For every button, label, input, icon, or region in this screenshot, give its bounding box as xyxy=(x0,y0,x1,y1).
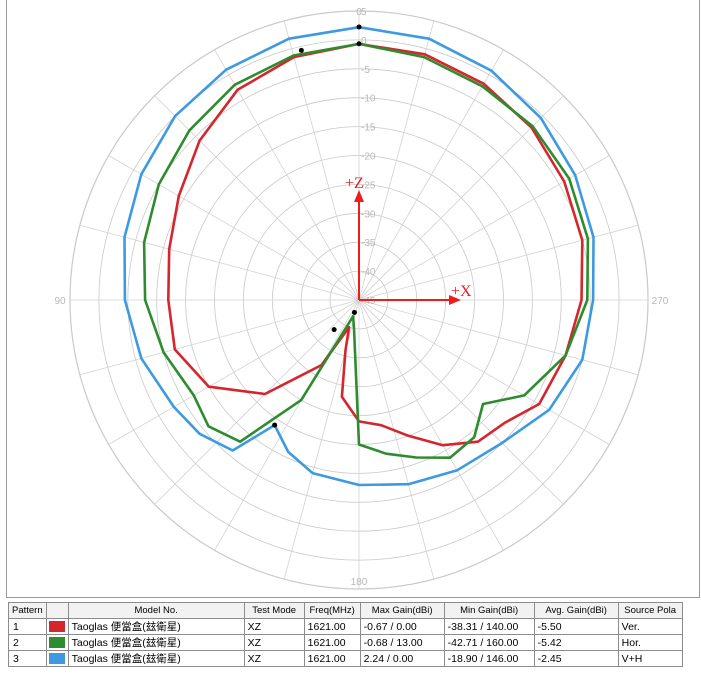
max-gain-marker-2 xyxy=(298,47,304,53)
grid-spoke xyxy=(108,299,360,445)
color-swatch xyxy=(48,637,65,649)
z-axis-label: +Z xyxy=(345,175,364,192)
color-swatch xyxy=(48,621,65,633)
max-gain-marker-1 xyxy=(356,41,362,47)
table-row: 1 Taoglas 便當盒(玆衛星) XZ 1621.00 -0.67 / 0.00 -3… xyxy=(8,618,683,635)
radial-tick-label: -45 xyxy=(361,296,376,307)
z-axis-arrowhead xyxy=(354,190,364,202)
radial-tick-label: -15 xyxy=(361,123,376,134)
series-curve-2 xyxy=(142,42,590,459)
column-header: Source Pola xyxy=(617,602,683,619)
grid-spoke xyxy=(358,299,639,376)
color-swatch-cell xyxy=(45,618,69,635)
avg-gain-cell: -2.45 xyxy=(533,650,619,667)
max-gain-cell: -0.68 / 13.00 xyxy=(359,634,445,651)
column-header xyxy=(45,602,69,619)
column-header: Min Gain(dBi) xyxy=(443,602,535,619)
pattern-cell: 1 xyxy=(8,618,47,635)
x-axis-arrowhead xyxy=(449,295,461,305)
grid-spoke xyxy=(283,20,360,301)
column-header: Max Gain(dBi) xyxy=(359,602,445,619)
grid-spoke xyxy=(358,49,504,301)
source-pol-cell: Hor. xyxy=(617,634,683,651)
column-header: Avg. Gain(dBi) xyxy=(533,602,619,619)
grid-spoke xyxy=(358,20,435,301)
radial-tick-label: 0 xyxy=(361,36,367,47)
freq-cell: 1621.00 xyxy=(303,634,361,651)
grid-spoke xyxy=(79,224,360,301)
radial-tick-label: -10 xyxy=(361,94,376,105)
grid-spoke xyxy=(358,224,639,301)
grid-spoke xyxy=(214,49,360,301)
radial-tick-label: -40 xyxy=(361,267,376,278)
grid-spoke xyxy=(358,299,504,551)
radial-tick-label: -25 xyxy=(361,180,376,191)
max-gain-cell: 2.24 / 0.00 xyxy=(359,650,445,667)
grid-spoke xyxy=(358,299,610,445)
min-gain-marker-2 xyxy=(351,309,357,315)
min-gain-marker-1 xyxy=(331,327,337,333)
grid-spoke xyxy=(154,95,360,301)
grid-spoke xyxy=(214,299,360,551)
test-mode-cell: XZ xyxy=(243,634,305,651)
angle-label: 90 xyxy=(54,296,66,307)
source-pol-cell: V+H xyxy=(617,650,683,667)
grid-spoke xyxy=(79,299,360,376)
model-cell: Taoglas 便當盒(玆衛星) xyxy=(67,618,245,635)
min-gain-cell: -38.31 / 140.00 xyxy=(443,618,535,635)
test-mode-cell: XZ xyxy=(243,618,305,635)
freq-cell: 1621.00 xyxy=(303,618,361,635)
min-gain-cell: -18.90 / 146.00 xyxy=(443,650,535,667)
avg-gain-cell: -5.50 xyxy=(533,618,619,635)
radial-tick-label: 5 xyxy=(361,7,367,18)
max-gain-marker-3 xyxy=(356,24,362,30)
model-cell: Taoglas 便當盒(玆衛星) xyxy=(67,650,245,667)
grid-spoke xyxy=(358,95,564,301)
grid-spoke xyxy=(358,299,564,505)
model-cell: Taoglas 便當盒(玆衛星) xyxy=(67,634,245,651)
column-header: Pattern xyxy=(8,602,47,619)
angle-label: 0 xyxy=(356,7,362,18)
grid-spoke xyxy=(108,155,360,301)
angle-label: 270 xyxy=(652,296,669,307)
table-row: 2 Taoglas 便當盒(玆衛星) XZ 1621.00 -0.68 / 13.00-… xyxy=(8,634,683,651)
angle-label: 180 xyxy=(351,577,368,588)
radial-tick-label: -5 xyxy=(361,65,370,76)
x-axis-label: +X xyxy=(451,283,472,300)
column-header: Test Mode xyxy=(243,602,305,619)
color-swatch xyxy=(48,653,65,665)
avg-gain-cell: -5.42 xyxy=(533,634,619,651)
color-swatch-cell xyxy=(45,650,69,667)
column-header: Freq(MHz) xyxy=(303,602,361,619)
grid-spoke xyxy=(358,299,435,580)
grid-spoke xyxy=(358,155,610,301)
polar-plot: 50-5-10-15-20-25-30-35-40-45090180270+Z+… xyxy=(54,7,669,590)
radial-tick-label: -20 xyxy=(361,152,376,163)
grid-spoke xyxy=(154,299,360,505)
table-header-row: Pattern Model No. Test Mode Freq(MHz) Max Ga… xyxy=(8,602,683,619)
radial-tick-label: -30 xyxy=(361,209,376,220)
source-pol-cell: Ver. xyxy=(617,618,683,635)
pattern-cell: 3 xyxy=(8,650,47,667)
min-gain-cell: -42.71 / 160.00 xyxy=(443,634,535,651)
radial-tick-label: -35 xyxy=(361,238,376,249)
table-row: 3 Taoglas 便當盒(玆衛星) XZ 1621.00 2.24 / 0.00 -18… xyxy=(8,650,683,667)
max-gain-cell: -0.67 / 0.00 xyxy=(359,618,445,635)
pattern-cell: 2 xyxy=(8,634,47,651)
freq-cell: 1621.00 xyxy=(303,650,361,667)
series-curve-3 xyxy=(123,25,595,487)
pattern-legend-table: Pattern Model No. Test Mode Freq(MHz) Max Ga… xyxy=(8,602,683,667)
column-header: Model No. xyxy=(67,602,245,619)
min-gain-marker-3 xyxy=(272,422,278,428)
polar-plot-frame: 5 0 -5 -10 -15 -20 -25 -30 -35 -40 -45 0 90 180 270 +Z +… xyxy=(6,0,700,598)
test-mode-cell: XZ xyxy=(243,650,305,667)
color-swatch-cell xyxy=(45,634,69,651)
